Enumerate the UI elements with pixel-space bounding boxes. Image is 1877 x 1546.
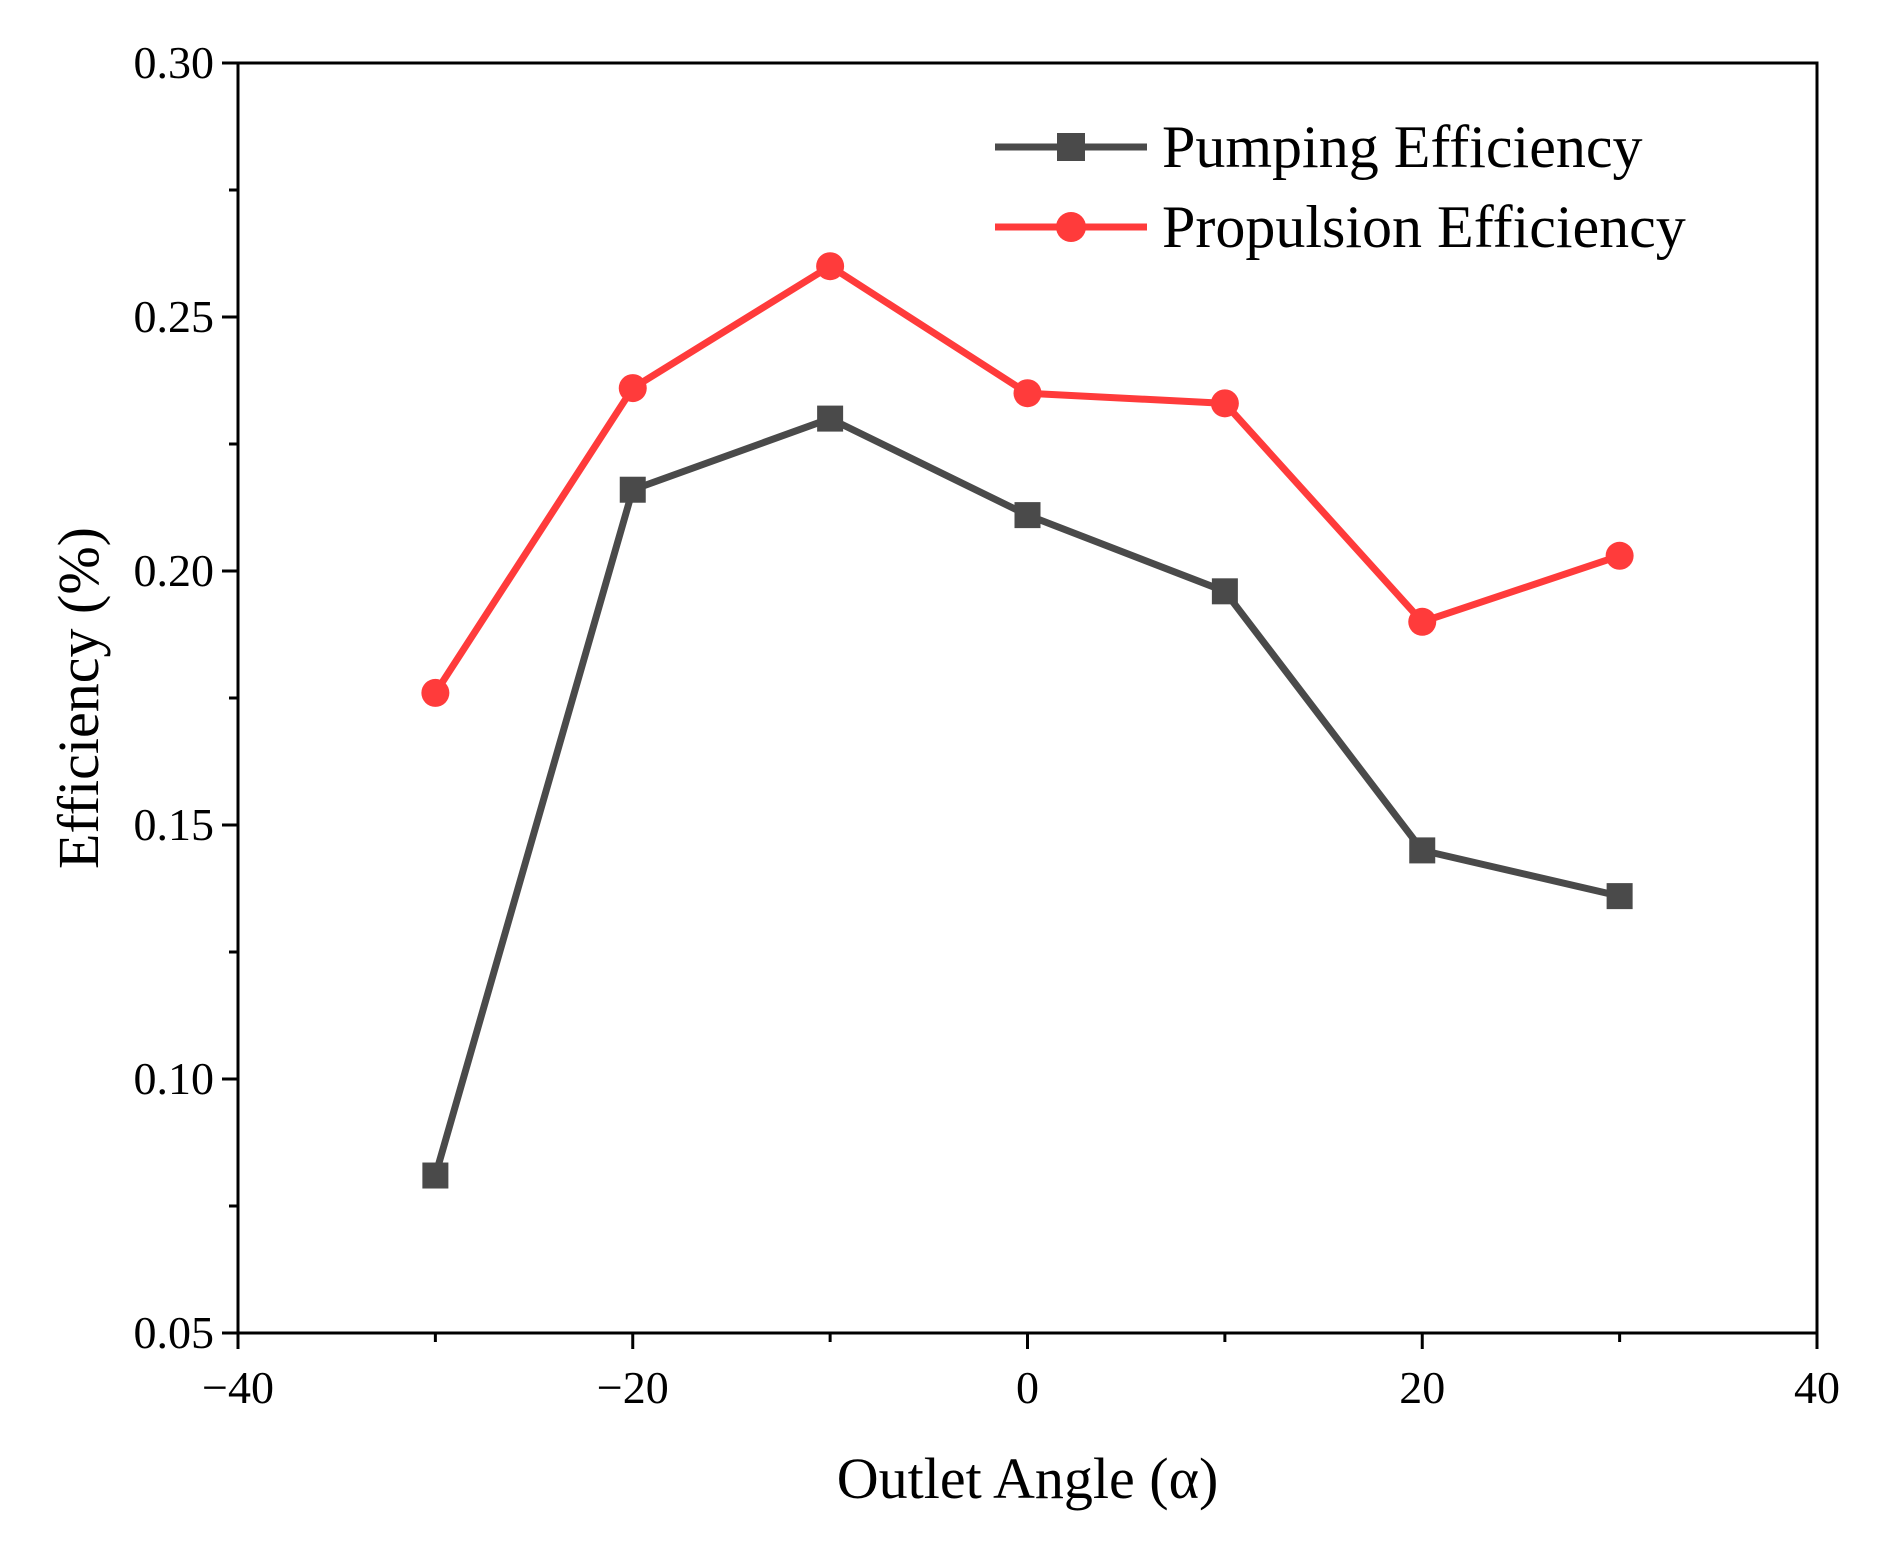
y-tick-label: 0.25 <box>134 291 215 342</box>
series-line <box>432 415 1621 1177</box>
plot-frame <box>236 61 1819 1335</box>
y-axis-title: Efficiency (%) <box>46 527 111 869</box>
data-point <box>817 405 844 432</box>
legend-entry: Propulsion Efficiency <box>995 194 1686 260</box>
y-axis: 0.05 0.10 0.15 0.20 0.25 0.30 <box>134 37 238 1358</box>
x-axis-title: Outlet Angle (α) <box>837 1446 1219 1511</box>
legend-marker <box>1057 133 1085 161</box>
series-layer <box>421 252 1634 1189</box>
data-point <box>422 1162 449 1189</box>
series-propulsion-efficiency <box>421 252 1634 707</box>
legend-label: Propulsion Efficiency <box>1162 194 1686 260</box>
legend-entry: Pumping Efficiency <box>995 114 1642 180</box>
data-point <box>1408 607 1437 636</box>
y-tick-label: 0.05 <box>134 1307 215 1358</box>
legend-marker <box>1056 212 1086 242</box>
data-point <box>618 374 647 403</box>
data-point <box>1409 837 1436 864</box>
x-tick-label: 0 <box>1016 1362 1039 1413</box>
x-tick-label: −20 <box>597 1362 669 1413</box>
data-point <box>1605 541 1634 570</box>
y-tick-label: 0.10 <box>134 1053 215 1104</box>
data-point <box>1014 502 1041 529</box>
data-point <box>421 678 450 707</box>
data-point <box>619 476 646 503</box>
legend-label: Pumping Efficiency <box>1162 114 1642 180</box>
x-tick-label: 20 <box>1399 1362 1445 1413</box>
y-tick-label: 0.20 <box>134 545 215 596</box>
x-tick-label: −40 <box>202 1362 274 1413</box>
y-tick-label: 0.15 <box>134 799 215 850</box>
data-point <box>1606 883 1633 910</box>
x-axis: −40 −20 0 20 40 <box>202 1333 1840 1413</box>
legend: Pumping Efficiency Propulsion Efficiency <box>995 114 1686 260</box>
x-tick-label: 40 <box>1794 1362 1840 1413</box>
data-point <box>1211 578 1238 605</box>
series-pumping-efficiency <box>422 405 1633 1189</box>
data-point <box>1013 379 1042 408</box>
data-point <box>816 252 845 281</box>
series-line <box>432 262 1621 695</box>
data-point <box>1210 389 1239 418</box>
y-tick-label: 0.30 <box>134 37 215 88</box>
